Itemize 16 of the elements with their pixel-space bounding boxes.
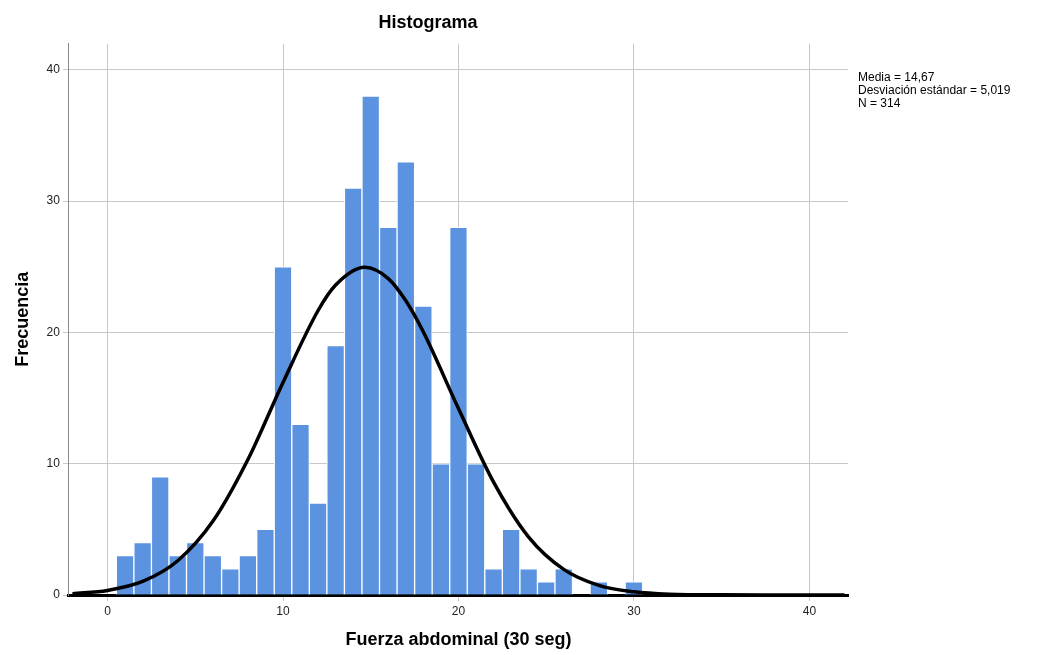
x-axis-title: Fuerza abdominal (30 seg) <box>345 629 572 650</box>
x-tick-label: 30 <box>627 603 641 618</box>
text: Media = 14,67 <box>858 70 935 85</box>
y-tick-label: 40 <box>46 62 61 77</box>
x-tick-label: 20 <box>451 603 466 618</box>
y-tick-label: 20 <box>46 324 61 339</box>
y-tick-label: 30 <box>46 193 61 208</box>
x-tick-label: 40 <box>802 603 817 618</box>
y-tick-label: 0 <box>53 587 61 602</box>
x-tick-label: 10 <box>276 603 291 618</box>
text: N = 314 <box>858 96 901 111</box>
y-tick-label: 10 <box>46 456 61 471</box>
x-tick-label: 0 <box>104 603 112 618</box>
chart-title: Histograma <box>378 11 479 32</box>
y-axis-title: Frecuencia <box>11 270 32 367</box>
text: Desviación estándar = 5,019 <box>858 83 1011 98</box>
